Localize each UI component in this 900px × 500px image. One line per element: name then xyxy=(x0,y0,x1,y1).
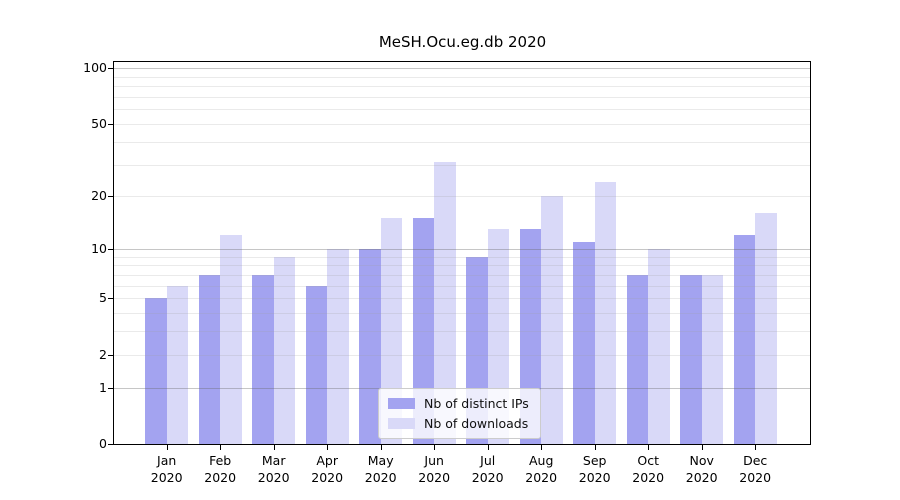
plot-area xyxy=(113,61,811,445)
x-tick-label-feb: Feb 2020 xyxy=(204,453,237,485)
gridline-6 xyxy=(114,285,810,287)
y-tick-label-5: 5 xyxy=(99,290,107,306)
bar-distinct-ips-jan xyxy=(145,298,167,444)
gridline-5 xyxy=(114,298,810,300)
x-tick-label-apr: Apr 2020 xyxy=(311,453,344,485)
y-tick-mark-10 xyxy=(108,248,113,250)
legend-item-downloads: Nb of downloads xyxy=(388,416,529,431)
gridline-30 xyxy=(114,164,810,166)
bar-downloads-sep xyxy=(594,182,617,444)
y-tick-mark-0 xyxy=(108,444,113,445)
bar-distinct-ips-oct xyxy=(626,274,649,444)
legend-label-distinct-ips: Nb of distinct IPs xyxy=(424,396,529,411)
x-tick-mark-jan xyxy=(166,445,168,450)
y-tick-label-20: 20 xyxy=(91,188,107,204)
gridline-20 xyxy=(114,196,810,198)
gridline-9 xyxy=(114,256,810,258)
y-tick-label-2: 2 xyxy=(99,346,107,362)
x-tick-mark-oct xyxy=(648,445,650,450)
gridline-60 xyxy=(114,109,810,111)
gridline-90 xyxy=(114,76,810,78)
x-tick-mark-sep xyxy=(594,445,596,450)
gridline-70 xyxy=(114,97,810,98)
x-tick-label-nov: Nov 2020 xyxy=(685,453,718,485)
bar-distinct-ips-may xyxy=(359,248,381,444)
x-tick-mark-dec xyxy=(755,445,757,450)
legend: Nb of distinct IPs Nb of downloads xyxy=(378,388,541,439)
bar-downloads-apr xyxy=(327,248,349,444)
bar-downloads-dec xyxy=(755,213,777,444)
bar-distinct-ips-mar xyxy=(252,274,274,444)
bar-downloads-may xyxy=(380,218,403,444)
legend-swatch-distinct-ips xyxy=(388,398,415,409)
x-tick-mark-mar xyxy=(273,445,275,450)
y-tick-mark-50 xyxy=(108,123,113,125)
gridline-7 xyxy=(114,274,810,276)
legend-label-downloads: Nb of downloads xyxy=(424,416,529,431)
gridline-4 xyxy=(114,313,810,314)
x-tick-label-sep: Sep 2020 xyxy=(578,453,611,485)
y-tick-label-1: 1 xyxy=(99,379,107,395)
x-tick-mark-may xyxy=(380,445,382,450)
bar-distinct-ips-nov xyxy=(680,274,702,444)
gridline-40 xyxy=(114,141,810,143)
gridline-3 xyxy=(114,331,810,333)
gridline-10 xyxy=(114,248,810,250)
x-tick-label-oct: Oct 2020 xyxy=(632,453,665,485)
bar-downloads-aug xyxy=(541,196,563,444)
legend-item-distinct-ips: Nb of distinct IPs xyxy=(388,396,529,411)
y-tick-mark-1 xyxy=(108,387,113,389)
bar-downloads-mar xyxy=(273,256,296,444)
gridline-2 xyxy=(114,354,810,356)
x-tick-label-may: May 2020 xyxy=(364,453,397,485)
x-tick-label-jul: Jul 2020 xyxy=(471,453,504,485)
gridline-80 xyxy=(114,86,810,88)
bar-distinct-ips-sep xyxy=(573,241,595,444)
gridline-100 xyxy=(114,68,810,70)
x-tick-label-aug: Aug 2020 xyxy=(525,453,558,485)
x-tick-label-dec: Dec 2020 xyxy=(739,453,772,485)
gridline-8 xyxy=(114,265,810,267)
y-tick-label-50: 50 xyxy=(91,115,107,131)
y-tick-label-10: 10 xyxy=(91,240,107,256)
x-tick-label-jan: Jan 2020 xyxy=(150,453,183,485)
bar-downloads-feb xyxy=(220,235,242,444)
legend-swatch-downloads xyxy=(388,418,415,429)
bar-downloads-jun xyxy=(434,161,456,444)
y-tick-mark-20 xyxy=(108,196,113,198)
x-tick-mark-feb xyxy=(220,445,222,450)
x-tick-mark-apr xyxy=(327,445,329,450)
x-tick-mark-nov xyxy=(701,445,703,450)
y-tick-mark-100 xyxy=(108,68,113,70)
y-tick-label-100: 100 xyxy=(83,60,107,76)
bar-distinct-ips-jun xyxy=(412,218,435,444)
chart-title: MeSH.Ocu.eg.db 2020 xyxy=(378,33,547,51)
bar-distinct-ips-feb xyxy=(198,274,221,444)
y-tick-mark-2 xyxy=(108,354,113,356)
y-tick-mark-5 xyxy=(108,298,113,300)
x-tick-mark-jul xyxy=(487,445,489,450)
gridline-50 xyxy=(114,123,810,125)
bar-downloads-oct xyxy=(648,248,670,444)
x-tick-mark-jun xyxy=(434,445,436,450)
bar-downloads-jan xyxy=(166,285,189,444)
bar-distinct-ips-apr xyxy=(305,285,328,444)
bar-distinct-ips-dec xyxy=(733,235,756,444)
x-tick-mark-aug xyxy=(541,445,543,450)
x-tick-label-jun: Jun 2020 xyxy=(418,453,451,485)
bar-downloads-nov xyxy=(701,274,724,444)
y-tick-label-0: 0 xyxy=(99,436,107,451)
x-tick-label-mar: Mar 2020 xyxy=(257,453,290,485)
